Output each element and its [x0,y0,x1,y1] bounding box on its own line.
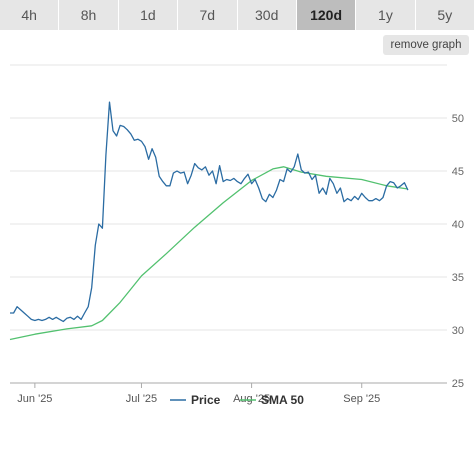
series-line-sma-50 [9,166,408,341]
remove-graph-button[interactable]: remove graph [383,35,469,55]
x-axis-ticks: Jun '25 Jul '25 Aug '25 Sep '25 [17,383,380,405]
tab-1d[interactable]: 1d [118,0,179,30]
tab-4h[interactable]: 4h [0,0,60,30]
legend-item-sma-50[interactable]: SMA 50 [240,393,304,407]
x-tick-label: Jun '25 [17,393,52,405]
chart-legend[interactable]: Price SMA 50 [170,393,304,407]
tab-8h[interactable]: 8h [59,0,119,30]
tab-7d[interactable]: 7d [178,0,238,30]
y-tick-label: 40 [452,219,464,231]
chart-series [9,101,409,341]
tab-30d[interactable]: 30d [237,0,297,30]
y-tick-label: 25 [452,378,464,390]
x-tick-label: Aug '25 [233,393,270,405]
tab-1y[interactable]: 1y [356,0,416,30]
y-tick-label: 45 [452,166,464,178]
x-tick-label: Jul '25 [126,393,157,405]
tab-120d[interactable]: 120d [296,0,357,30]
x-tick-label: Sep '25 [343,393,380,405]
y-tick-label: 50 [452,113,464,125]
legend-item-price[interactable]: Price [170,393,221,407]
legend-label: Price [191,393,221,407]
y-axis-ticks: 25 30 35 40 45 50 [452,113,464,390]
legend-label: SMA 50 [261,393,304,407]
y-tick-label: 35 [452,272,464,284]
y-tick-label: 30 [452,325,464,337]
chart-gridlines [10,64,447,384]
series-line-price [10,101,409,323]
timeframe-tabs: 4h 8h 1d 7d 30d 120d 1y 5y [0,0,474,30]
tab-5y[interactable]: 5y [415,0,474,30]
